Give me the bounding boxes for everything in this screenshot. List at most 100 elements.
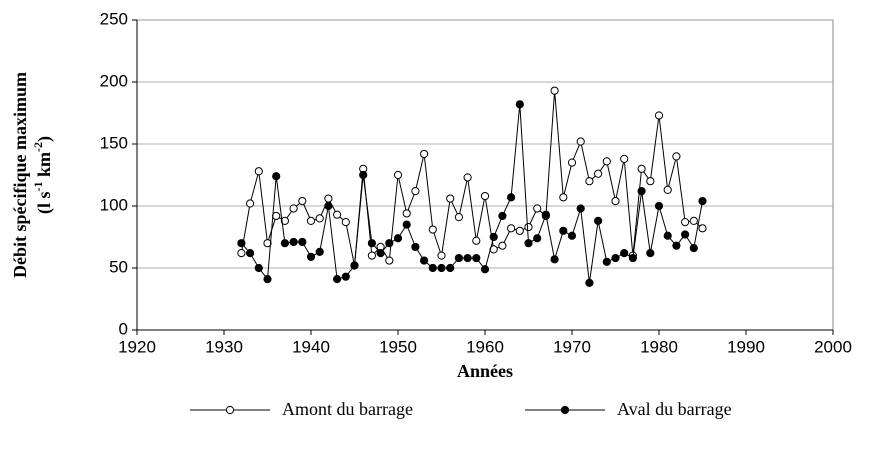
- marker: [428, 263, 437, 273]
- marker: [280, 216, 289, 225]
- marker: [472, 236, 481, 245]
- marker: [306, 216, 316, 225]
- marker: [576, 204, 585, 213]
- x-tick-label: 1980: [640, 337, 678, 356]
- marker: [602, 157, 611, 166]
- x-tick-label: 1990: [727, 337, 765, 356]
- marker: [454, 253, 463, 263]
- marker: [385, 239, 394, 248]
- marker: [315, 247, 324, 256]
- marker: [567, 231, 577, 240]
- marker: [681, 230, 690, 239]
- marker: [480, 265, 490, 274]
- marker: [254, 263, 263, 273]
- marker: [646, 177, 655, 186]
- marker: [611, 196, 620, 206]
- marker: [376, 249, 385, 258]
- marker: [524, 239, 533, 248]
- marker: [298, 237, 307, 247]
- marker: [341, 218, 350, 227]
- marker: [333, 210, 342, 219]
- marker: [272, 211, 281, 221]
- marker: [620, 154, 629, 163]
- marker: [507, 193, 516, 202]
- marker: [689, 244, 698, 253]
- marker: [550, 255, 559, 264]
- marker: [463, 173, 472, 182]
- marker: [489, 232, 498, 242]
- marker: [446, 194, 455, 203]
- marker: [663, 185, 672, 194]
- marker: [402, 209, 411, 218]
- marker: [681, 218, 690, 227]
- marker: [411, 242, 420, 252]
- marker: [437, 263, 446, 273]
- marker: [559, 226, 568, 235]
- marker: [472, 253, 481, 263]
- marker: [289, 237, 298, 247]
- marker: [298, 196, 307, 206]
- marker: [611, 253, 620, 263]
- marker: [585, 177, 594, 186]
- marker: [367, 251, 376, 260]
- marker: [280, 239, 289, 248]
- y-tick-label: 200: [100, 71, 128, 90]
- marker: [672, 152, 681, 161]
- marker: [463, 253, 472, 263]
- marker: [585, 278, 594, 287]
- marker: [576, 137, 585, 146]
- marker: [602, 257, 611, 266]
- marker: [350, 261, 359, 270]
- y-units-part: ): [34, 136, 55, 142]
- marker: [594, 169, 603, 178]
- marker: [437, 251, 446, 260]
- x-tick-label: 2000: [814, 337, 852, 356]
- marker: [498, 241, 507, 250]
- marker: [454, 213, 463, 222]
- marker: [237, 239, 246, 248]
- x-axis-title: Années: [457, 361, 513, 381]
- y-tick-label: 150: [100, 133, 128, 152]
- marker: [254, 167, 263, 176]
- marker: [628, 253, 638, 263]
- marker: [559, 193, 568, 202]
- marker: [550, 86, 559, 95]
- marker: [480, 191, 490, 201]
- y-axis-title: Débit spécifique maximum: [10, 72, 30, 278]
- marker: [698, 196, 707, 206]
- marker: [246, 199, 255, 208]
- marker: [263, 239, 272, 248]
- marker: [689, 216, 698, 225]
- marker: [654, 201, 664, 211]
- marker: [567, 158, 577, 167]
- marker: [411, 187, 420, 196]
- y-tick-label: 0: [119, 319, 128, 338]
- marker: [402, 220, 411, 229]
- marker: [637, 164, 646, 173]
- marker: [524, 222, 533, 232]
- marker: [515, 226, 524, 235]
- plot-frame: [136, 19, 834, 331]
- marker: [263, 275, 272, 284]
- marker: [324, 201, 333, 211]
- marker: [333, 275, 342, 284]
- legend-label: Amont du barrage: [282, 399, 413, 419]
- marker: [541, 210, 551, 219]
- marker: [637, 187, 646, 196]
- marker: [507, 224, 516, 233]
- marker: [246, 249, 255, 258]
- marker: [341, 272, 350, 281]
- y-tick-label: 50: [109, 257, 128, 276]
- y-units-part: -2: [31, 142, 45, 152]
- x-tick-label: 1940: [292, 337, 330, 356]
- series-line: [240, 90, 703, 266]
- x-tick-label: 1960: [466, 337, 504, 356]
- x-tick-label: 1920: [118, 337, 156, 356]
- marker: [289, 204, 298, 213]
- marker: [515, 100, 524, 109]
- marker: [385, 256, 394, 265]
- marker: [672, 241, 681, 250]
- marker: [420, 149, 429, 159]
- marker: [620, 249, 629, 258]
